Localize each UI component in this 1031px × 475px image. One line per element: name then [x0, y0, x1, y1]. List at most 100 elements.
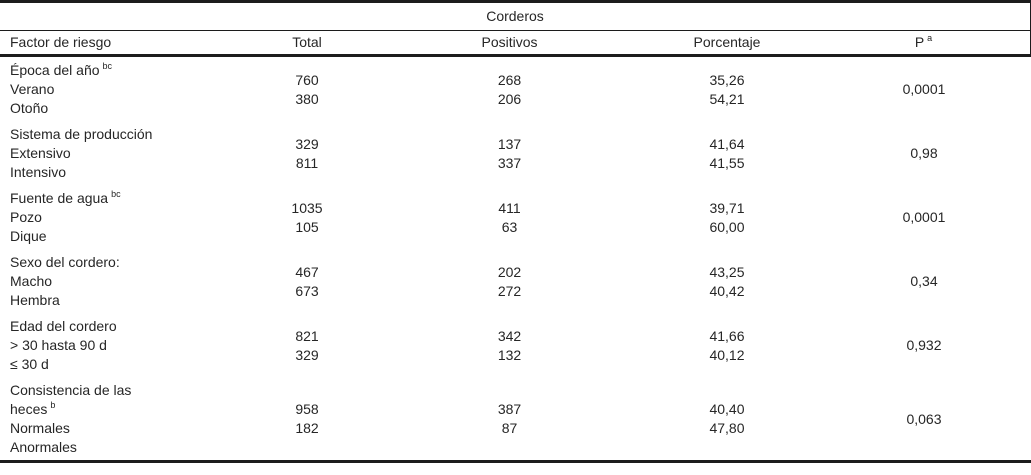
p-value: 0,34 — [910, 273, 938, 289]
positivos-cell: 268 206 — [382, 56, 637, 122]
total-cell: 467 673 — [232, 249, 382, 313]
positivos-value-1: 387 — [497, 401, 522, 417]
table-row: Sistema de producción Extensivo Intensiv… — [0, 121, 1031, 185]
factor-cell: Época del año bc Verano Otoño — [0, 56, 232, 122]
factor-level-1: Normales — [10, 420, 70, 436]
table-row: Fuente de agua bc Pozo Dique 1035 105 411… — [0, 185, 1031, 249]
total-value-2: 380 — [295, 90, 319, 107]
porcentaje-value-2: 40,12 — [709, 346, 745, 363]
positivos-value-2: 206 — [497, 90, 522, 107]
table-row: Sexo del cordero: Macho Hembra 467 673 2… — [0, 249, 1031, 313]
total-value-1: 760 — [295, 71, 319, 88]
factor-level-1: > 30 hasta 90 d — [10, 337, 107, 353]
factor-level-1: Macho — [10, 273, 53, 289]
p-header-label: P — [914, 34, 925, 50]
porcentaje-cell: 40,40 47,80 — [637, 377, 817, 462]
positivos-value-2: 132 — [497, 346, 522, 363]
total-cell: 958 182 — [232, 377, 382, 462]
factor-cell: Edad del cordero > 30 hasta 90 d ≤ 30 d — [0, 313, 232, 377]
porcentaje-value-2: 41,55 — [709, 154, 745, 171]
total-cell: 329 811 — [232, 121, 382, 185]
positivos-value-2: 87 — [501, 420, 518, 436]
factor-level-2: Dique — [10, 228, 47, 244]
p-cell: 0,98 — [817, 121, 1031, 185]
porcentaje-value-1: 39,71 — [709, 199, 745, 216]
positivos-value-1: 342 — [497, 327, 522, 344]
porcentaje-value-1: 35,26 — [709, 71, 745, 88]
porcentaje-value-1: 41,66 — [709, 327, 745, 344]
factor-level-1: Extensivo — [10, 145, 71, 161]
positivos-value-1: 411 — [498, 199, 521, 216]
p-cell: 0,34 — [817, 249, 1031, 313]
porcentaje-value-2: 40,42 — [709, 282, 745, 299]
factor-level-2: Otoño — [10, 100, 49, 116]
factor-level-2: Intensivo — [10, 164, 67, 180]
factor-cell: Sexo del cordero: Macho Hembra — [0, 249, 232, 313]
porcentaje-cell: 39,71 60,00 — [637, 185, 817, 249]
positivos-value-1: 268 — [497, 71, 522, 88]
p-value: 0,063 — [906, 410, 942, 427]
factor-superscript: bc — [111, 189, 121, 200]
positivos-cell: 202 272 — [382, 249, 637, 313]
porcentaje-cell: 35,26 54,21 — [637, 56, 817, 122]
p-cell: 0,0001 — [817, 185, 1031, 249]
factor-level-2: ≤ 30 d — [10, 356, 49, 372]
porcentaje-value-1: 40,40 — [709, 401, 745, 417]
factor-name: Consistencia de las heces b — [10, 381, 178, 419]
total-value-1: 821 — [295, 327, 319, 344]
table-row: Época del año bc Verano Otoño 760 380 268… — [0, 56, 1031, 122]
factor-level-2: Hembra — [10, 292, 60, 308]
positivos-cell: 137 337 — [382, 121, 637, 185]
factor-name: Fuente de agua bc — [10, 189, 178, 208]
factor-level-1: Pozo — [10, 209, 42, 225]
positivos-cell: 387 87 — [382, 377, 637, 462]
porcentaje-value-2: 60,00 — [709, 218, 745, 235]
factor-level-1: Verano — [10, 81, 55, 97]
positivos-cell: 411 63 — [382, 185, 637, 249]
p-cell: 0,063 — [817, 377, 1031, 462]
positivos-value-1: 137 — [497, 135, 522, 152]
porcentaje-cell: 41,64 41,55 — [637, 121, 817, 185]
porcentaje-value-2: 54,21 — [709, 90, 745, 107]
risk-factor-table: Corderos Factor de riesgo Total Positivo… — [0, 0, 1031, 463]
total-cell: 821 329 — [232, 313, 382, 377]
column-header-factor: Factor de riesgo — [0, 30, 232, 57]
table-title-row: Corderos — [0, 1, 1031, 31]
column-header-positivos: Positivos — [382, 30, 637, 57]
total-value-2: 329 — [295, 346, 319, 363]
positivos-value-1: 202 — [497, 263, 522, 280]
p-cell: 0,0001 — [817, 56, 1031, 122]
total-cell: 1035 105 — [232, 185, 382, 249]
factor-label: Edad del cordero — [10, 318, 117, 334]
positivos-cell: 342 132 — [382, 313, 637, 377]
total-value-1: 1035 — [291, 199, 323, 216]
factor-label: Sistema de producción — [10, 126, 153, 142]
p-value: 0,0001 — [902, 81, 946, 97]
porcentaje-value-1: 41,64 — [709, 135, 745, 152]
factor-name: Edad del cordero — [10, 317, 178, 336]
total-cell: 760 380 — [232, 56, 382, 122]
table-row: Edad del cordero > 30 hasta 90 d ≤ 30 d … — [0, 313, 1031, 377]
table-header-row: Factor de riesgo Total Positivos Porcent… — [0, 30, 1031, 57]
factor-label: Época del año — [10, 62, 100, 78]
p-value: 0,0001 — [902, 209, 946, 225]
porcentaje-value-2: 47,80 — [709, 420, 745, 436]
factor-label: Sexo del cordero: — [10, 254, 120, 270]
factor-cell: Fuente de agua bc Pozo Dique — [0, 185, 232, 249]
factor-cell: Consistencia de las heces b Normales Anor… — [0, 377, 232, 462]
table-title: Corderos — [0, 1, 1031, 31]
p-header-superscript: a — [927, 33, 933, 44]
porcentaje-cell: 41,66 40,12 — [637, 313, 817, 377]
porcentaje-value-1: 43,25 — [709, 263, 745, 280]
porcentaje-cell: 43,25 40,42 — [637, 249, 817, 313]
table-row: Consistencia de las heces b Normales Anor… — [0, 377, 1031, 462]
positivos-value-2: 63 — [501, 218, 518, 235]
positivos-value-2: 272 — [497, 282, 522, 299]
column-header-total: Total — [232, 30, 382, 57]
factor-label: Consistencia de las heces — [10, 382, 132, 417]
factor-superscript: bc — [102, 61, 113, 72]
total-value-2: 811 — [295, 154, 319, 171]
total-value-2: 182 — [295, 420, 319, 436]
total-value-1: 958 — [295, 401, 319, 417]
p-value: 0,98 — [910, 145, 938, 161]
